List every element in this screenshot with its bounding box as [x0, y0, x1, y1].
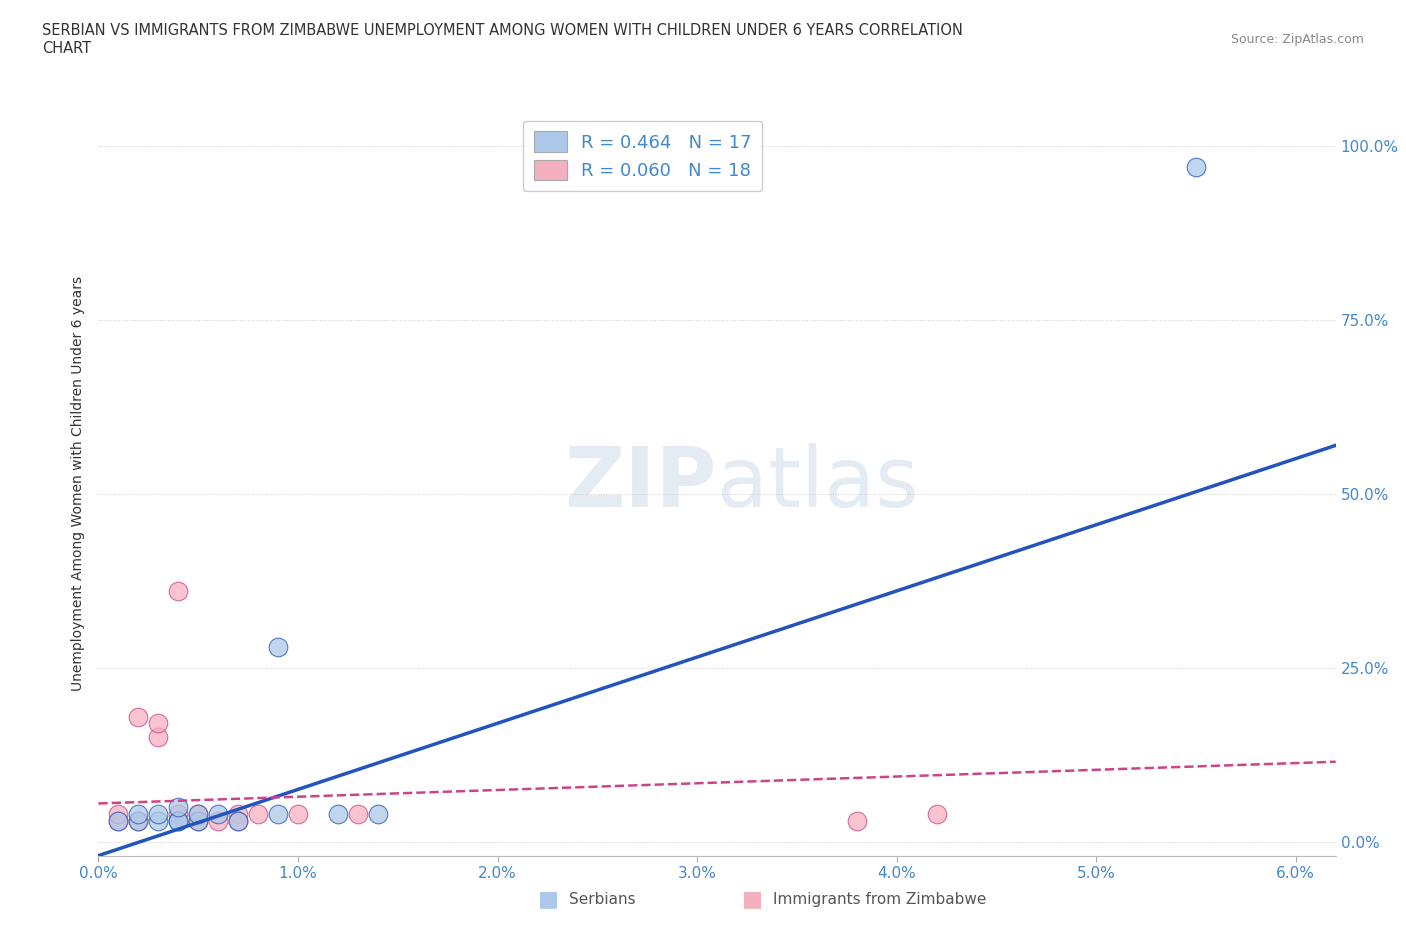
- Point: [148, 730, 170, 745]
- Point: [187, 806, 209, 821]
- Text: Serbians: Serbians: [569, 892, 636, 907]
- Point: [267, 806, 290, 821]
- Point: [207, 806, 229, 821]
- Point: [187, 814, 209, 829]
- Point: [107, 814, 129, 829]
- Text: SERBIAN VS IMMIGRANTS FROM ZIMBABWE UNEMPLOYMENT AMONG WOMEN WITH CHILDREN UNDER: SERBIAN VS IMMIGRANTS FROM ZIMBABWE UNEM…: [42, 23, 963, 38]
- Point: [148, 814, 170, 829]
- Point: [287, 806, 309, 821]
- Point: [127, 709, 149, 724]
- Point: [167, 584, 190, 599]
- Point: [167, 800, 190, 815]
- Point: [187, 806, 209, 821]
- Point: [226, 814, 249, 829]
- Text: ■: ■: [742, 889, 762, 910]
- Point: [247, 806, 270, 821]
- Text: CHART: CHART: [42, 41, 91, 56]
- Point: [267, 640, 290, 655]
- Point: [367, 806, 389, 821]
- Legend: R = 0.464   N = 17, R = 0.060   N = 18: R = 0.464 N = 17, R = 0.060 N = 18: [523, 121, 762, 192]
- Point: [127, 814, 149, 829]
- Text: Source: ZipAtlas.com: Source: ZipAtlas.com: [1230, 33, 1364, 46]
- Point: [148, 716, 170, 731]
- Point: [107, 814, 129, 829]
- Point: [845, 814, 868, 829]
- Point: [107, 806, 129, 821]
- Text: ■: ■: [538, 889, 558, 910]
- Point: [1185, 160, 1208, 175]
- Point: [167, 814, 190, 829]
- Point: [148, 806, 170, 821]
- Point: [187, 814, 209, 829]
- Text: Immigrants from Zimbabwe: Immigrants from Zimbabwe: [773, 892, 987, 907]
- Point: [127, 814, 149, 829]
- Point: [167, 806, 190, 821]
- Point: [167, 814, 190, 829]
- Point: [347, 806, 370, 821]
- Point: [207, 814, 229, 829]
- Point: [226, 806, 249, 821]
- Text: ZIP: ZIP: [565, 443, 717, 525]
- Point: [326, 806, 349, 821]
- Point: [226, 814, 249, 829]
- Text: atlas: atlas: [717, 443, 918, 525]
- Point: [925, 806, 948, 821]
- Point: [127, 806, 149, 821]
- Y-axis label: Unemployment Among Women with Children Under 6 years: Unemployment Among Women with Children U…: [72, 276, 86, 691]
